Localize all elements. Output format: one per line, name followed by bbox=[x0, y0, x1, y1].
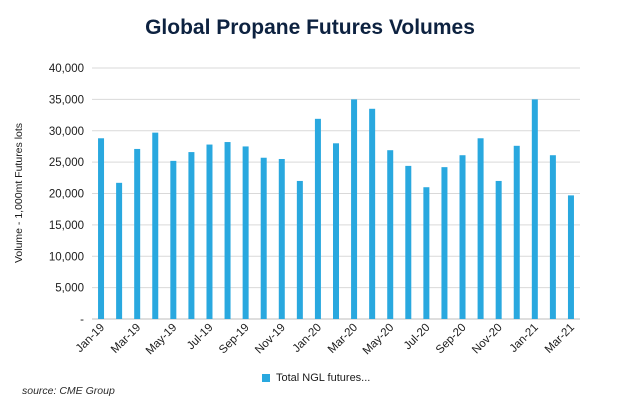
x-tick-label: Sep-20 bbox=[434, 322, 469, 357]
bar bbox=[495, 180, 502, 319]
y-tick-label: 10,000 bbox=[49, 251, 84, 263]
y-axis-ticks: - 5,000 10,000 15,000 20,000 25,000 30,000 35,0… bbox=[49, 63, 84, 326]
legend-label: Total NGL futures... bbox=[276, 372, 371, 384]
bar bbox=[477, 138, 484, 319]
bar bbox=[278, 158, 285, 319]
x-tick-label: Jul-19 bbox=[185, 322, 216, 353]
x-tick-label: Sep-19 bbox=[217, 322, 252, 357]
y-tick-label: 35,000 bbox=[49, 94, 84, 106]
y-tick-label: - bbox=[80, 314, 84, 326]
x-tick-label: May-20 bbox=[361, 322, 397, 358]
bar bbox=[134, 148, 141, 319]
bar-series bbox=[98, 99, 574, 319]
x-tick-label: Jan-21 bbox=[508, 322, 541, 355]
x-tick-label: Jan-20 bbox=[291, 322, 324, 355]
x-tick-label: Jul-20 bbox=[402, 322, 433, 353]
y-tick-label: 40,000 bbox=[49, 63, 84, 75]
x-tick-label: Nov-20 bbox=[470, 322, 505, 357]
y-axis-title: Volume - 1,000mt Futures lots bbox=[13, 123, 25, 263]
y-tick-label: 20,000 bbox=[49, 189, 84, 201]
x-tick-label: Mar-19 bbox=[109, 322, 143, 356]
bar bbox=[314, 118, 321, 319]
bar bbox=[152, 132, 159, 319]
bar bbox=[333, 143, 339, 319]
y-tick-label: 30,000 bbox=[49, 126, 84, 138]
source-note: source: CME Group bbox=[22, 385, 115, 397]
bar bbox=[459, 155, 466, 319]
x-axis-ticks: Jan-19 Mar-19 May-19 Jul-19 Sep-19 Nov-19 Jan-… bbox=[74, 322, 577, 358]
bar bbox=[260, 157, 267, 319]
chart-title: Global Propane Futures Volumes bbox=[145, 16, 475, 39]
bar bbox=[387, 150, 394, 319]
bar bbox=[170, 160, 177, 319]
legend: Total NGL futures... bbox=[262, 372, 370, 384]
y-tick-label: 15,000 bbox=[49, 220, 84, 232]
bar bbox=[351, 99, 358, 319]
bar bbox=[206, 144, 213, 319]
bar bbox=[116, 182, 123, 319]
bar bbox=[296, 180, 303, 319]
bar bbox=[513, 145, 520, 319]
y-tick-label: 25,000 bbox=[49, 157, 84, 169]
bar bbox=[549, 155, 556, 319]
bar bbox=[98, 138, 105, 319]
x-tick-label: Jan-19 bbox=[74, 322, 107, 355]
bar bbox=[441, 167, 448, 319]
x-tick-label: Mar-20 bbox=[326, 322, 360, 356]
y-tick-label: 5,000 bbox=[55, 283, 84, 295]
bar bbox=[531, 99, 538, 319]
bar bbox=[188, 152, 195, 319]
bar bbox=[405, 165, 412, 319]
bar bbox=[423, 187, 430, 319]
bar bbox=[567, 195, 574, 319]
bar bbox=[224, 142, 231, 319]
x-tick-label: Mar-21 bbox=[543, 322, 577, 356]
x-tick-label: Nov-19 bbox=[253, 322, 288, 357]
bar bbox=[369, 108, 376, 319]
legend-swatch bbox=[262, 374, 270, 382]
bar bbox=[242, 146, 249, 319]
x-tick-label: May-19 bbox=[144, 322, 180, 358]
